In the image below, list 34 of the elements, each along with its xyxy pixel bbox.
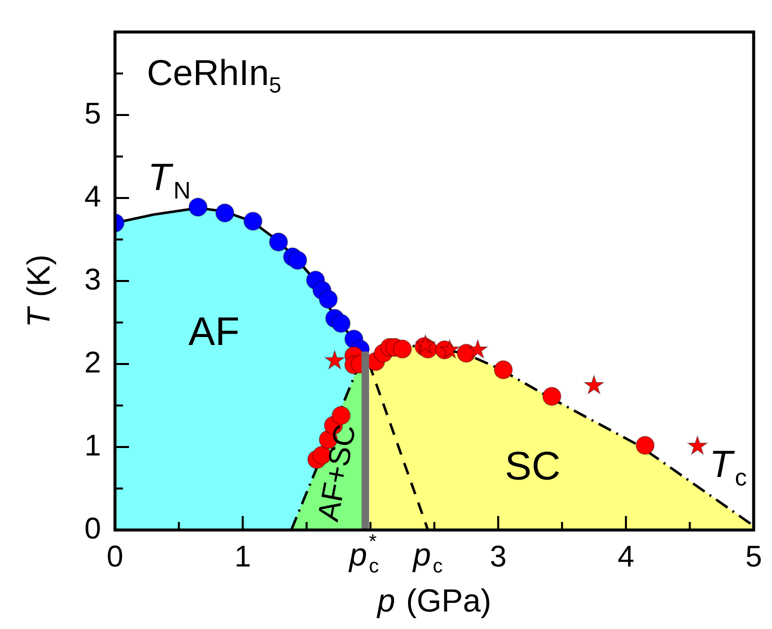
point [324,350,345,370]
point [332,406,351,425]
y-tick-label: 3 [84,263,101,296]
annotation: SC [504,444,560,489]
x-tick-label: 0 [106,540,124,574]
point [288,250,308,270]
point [688,436,708,455]
point [188,198,208,217]
x-tick-label: 3 [490,540,507,574]
point [542,386,562,406]
point [392,340,412,359]
point [584,375,604,394]
point [215,203,234,222]
y-tick-label: 4 [84,180,101,214]
point [636,436,655,455]
y-axis-title: T (K) [20,254,57,328]
point [415,334,436,354]
y-tick-label: 1 [84,429,101,462]
y-tick-label: 5 [84,97,101,130]
point [494,360,513,380]
point [468,339,488,358]
x-axis-title: p (GPa) [376,582,492,619]
x-tick-label: 1 [234,540,252,574]
point [268,232,288,252]
point [243,212,262,231]
point [440,339,460,358]
x-tick-label: 4 [618,540,634,574]
x-tick-label: 5 [745,540,762,574]
y-tick-label: 2 [84,346,101,380]
annotation: AF+SC [312,422,363,524]
y-tick-label: 0 [84,512,101,546]
annotation: AF [188,310,240,354]
point [318,290,338,309]
point [332,314,351,333]
